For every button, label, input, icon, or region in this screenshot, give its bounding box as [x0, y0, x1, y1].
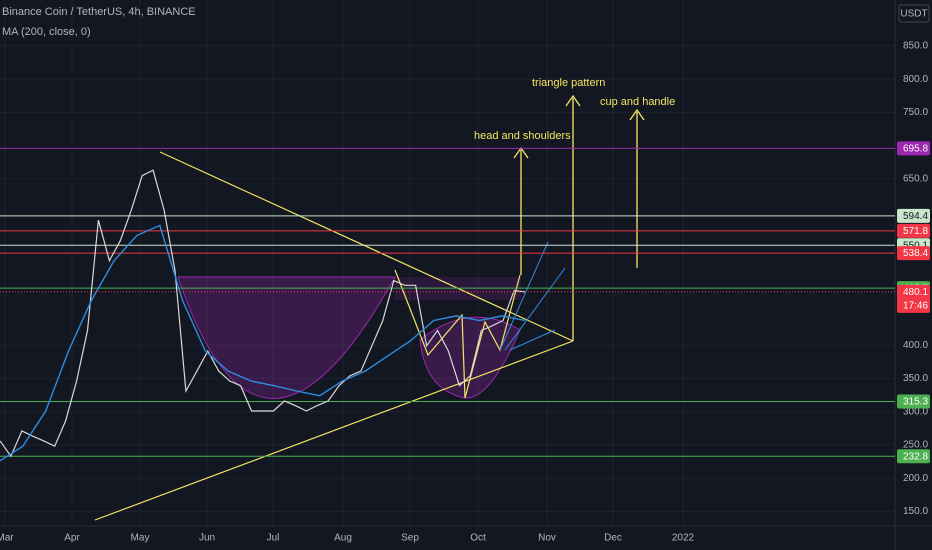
- level-label: 538.4: [903, 248, 928, 259]
- level-badge: [897, 246, 930, 261]
- price-label: 480.1: [903, 287, 928, 298]
- level-badge: [897, 449, 930, 464]
- chart-title: Binance Coin / TetherUS, 4h, BINANCE: [2, 6, 196, 18]
- level-badge: [897, 141, 930, 156]
- x-tick-label: Mar: [0, 533, 14, 544]
- arrow: [565, 94, 581, 341]
- currency-label: USDT: [900, 9, 927, 20]
- x-tick-label: 2022: [672, 533, 695, 544]
- y-tick-label: 650.0: [903, 174, 928, 185]
- price-badge: [897, 284, 930, 313]
- trendline: [159, 151, 574, 342]
- annotation: head and shoulders: [474, 130, 571, 142]
- level-label: 550.1: [903, 240, 928, 251]
- level-label: 695.8: [903, 144, 928, 155]
- level-badge: [897, 208, 930, 223]
- x-tick-label: Jul: [267, 533, 280, 544]
- y-tick-label: 300.0: [903, 406, 928, 417]
- x-tick-label: Nov: [538, 533, 556, 544]
- cup-shape: [177, 276, 396, 399]
- x-tick-label: Jun: [199, 533, 215, 544]
- level-label: 315.3: [903, 397, 928, 408]
- indicator-label: MA (200, close, 0): [2, 26, 91, 38]
- channel-line: [509, 329, 556, 351]
- price-line: [0, 169, 526, 458]
- y-tick-label: 850.0: [903, 41, 928, 52]
- level-label: 594.4: [903, 211, 928, 222]
- x-tick-label: Sep: [401, 533, 419, 544]
- y-tick-label: 400.0: [903, 340, 928, 351]
- x-tick-label: Oct: [470, 533, 486, 544]
- y-tick-label: 150.0: [903, 506, 928, 517]
- x-tick-label: Apr: [64, 533, 80, 544]
- x-tick-label: Aug: [334, 533, 352, 544]
- x-tick-label: May: [131, 533, 150, 544]
- y-tick-label: 800.0: [903, 74, 928, 85]
- annotation: cup and handle: [600, 96, 675, 108]
- channel-line: [504, 267, 566, 351]
- y-tick-label: 250.0: [903, 440, 928, 451]
- trendline: [94, 340, 574, 521]
- level-label: 232.8: [903, 451, 928, 462]
- currency-box: [898, 4, 930, 23]
- y-tick-label: 350.0: [903, 373, 928, 384]
- level-badge: [897, 394, 930, 409]
- plot: [0, 0, 895, 526]
- channel-line: [499, 241, 549, 351]
- price-line: [0, 224, 526, 462]
- x-tick-label: Dec: [604, 533, 622, 544]
- y-tick-label: 750.0: [903, 107, 928, 118]
- annotation: triangle pattern: [532, 77, 605, 89]
- countdown-label: 17:46: [903, 301, 928, 312]
- level-label: 571.8: [903, 226, 928, 237]
- level-badge: [897, 223, 930, 238]
- arrow: [629, 108, 645, 268]
- y-tick-label: 200.0: [903, 473, 928, 484]
